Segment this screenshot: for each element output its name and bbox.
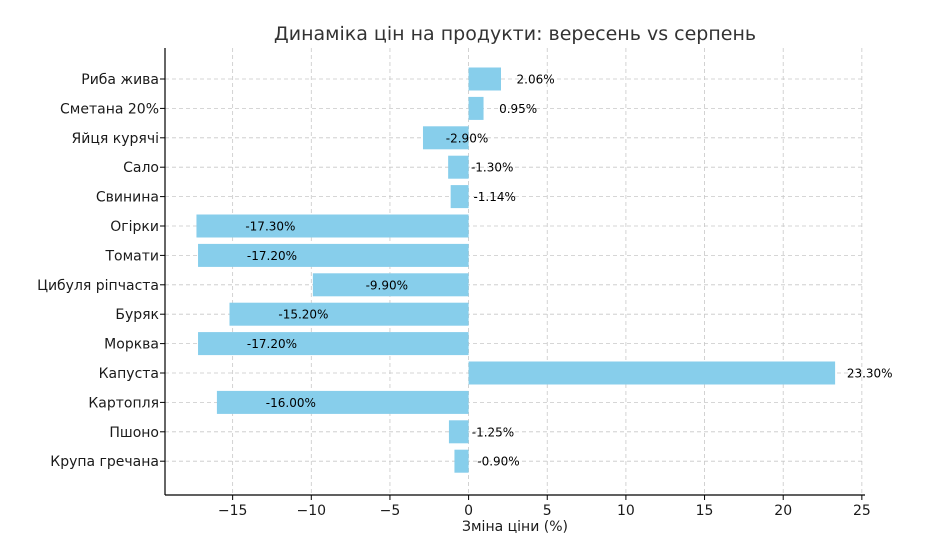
bar (229, 302, 469, 326)
data-label: -1.30% (471, 161, 513, 175)
y-axis: Риба жива Сметана 20% Яйця курячі Сало Свини… (37, 72, 165, 470)
x-tick-label: 5 (543, 503, 552, 519)
y-tick-label: Капуста (99, 366, 159, 382)
bar (450, 185, 469, 209)
data-label: -1.25% (472, 425, 514, 439)
bar (468, 96, 484, 120)
data-label: -1.14% (473, 190, 515, 204)
y-tick-label: Томати (104, 248, 159, 264)
x-axis: −15 −10 −5 0 5 10 15 20 25 (218, 495, 871, 519)
bar (422, 126, 469, 150)
data-label: -16.00% (266, 396, 316, 410)
bar (468, 361, 836, 385)
bar (198, 243, 469, 267)
data-label: -2.90% (446, 131, 488, 145)
data-label: 23.30% (847, 367, 893, 381)
y-tick-label: Пшоно (109, 425, 159, 441)
y-tick-label: Сало (123, 160, 159, 176)
x-tick-label: 10 (617, 503, 635, 519)
y-tick-label: Сметана 20% (60, 101, 159, 117)
x-axis-label: Зміна ціни (%) (462, 519, 568, 535)
bar (454, 449, 469, 473)
bar (312, 273, 469, 297)
data-label: -15.20% (278, 308, 328, 322)
data-label: -0.90% (477, 455, 519, 469)
x-tick-label: −15 (218, 503, 248, 519)
bar (448, 155, 469, 179)
bar (448, 420, 469, 444)
y-tick-label: Картопля (88, 395, 159, 411)
data-labels: 2.06% 0.95% -2.90% -1.30% -1.14% -17.30% -17.2… (245, 73, 892, 469)
data-label: -17.20% (247, 249, 297, 263)
x-tick-label: 15 (696, 503, 714, 519)
y-tick-label: Риба жива (81, 72, 159, 88)
x-tick-label: −5 (380, 503, 401, 519)
y-tick-label: Крупа гречана (50, 454, 159, 470)
y-tick-label: Цибуля ріпчаста (37, 278, 159, 294)
data-label: 0.95% (499, 102, 537, 116)
data-label: -17.20% (247, 337, 297, 351)
x-tick-label: 20 (774, 503, 792, 519)
x-tick-label: −10 (297, 503, 327, 519)
data-label: -9.90% (366, 278, 408, 292)
y-tick-label: Буряк (115, 307, 159, 323)
y-tick-label: Яйця курячі (72, 131, 159, 147)
x-tick-label: 0 (464, 503, 473, 519)
y-tick-label: Морква (104, 337, 159, 353)
data-label: 2.06% (517, 73, 555, 87)
bar (196, 214, 469, 238)
y-tick-label: Огірки (110, 219, 159, 235)
bars (196, 67, 836, 473)
bar (468, 67, 501, 91)
y-tick-label: Свинина (96, 190, 159, 206)
bar (198, 332, 469, 356)
bar (216, 390, 469, 414)
x-tick-label: 25 (853, 503, 871, 519)
chart-title: Динаміка цін на продукти: вересень vs се… (274, 23, 756, 45)
data-label: -17.30% (245, 220, 295, 234)
